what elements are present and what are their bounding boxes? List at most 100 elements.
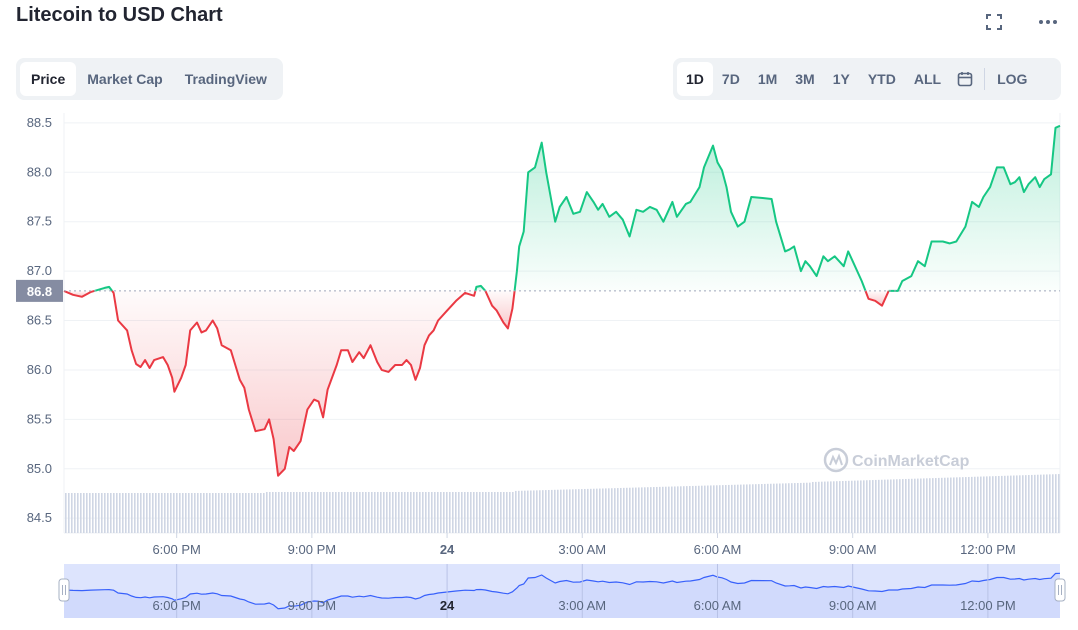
range-1y[interactable]: 1Y (832, 71, 850, 87)
volume-bar (959, 477, 961, 533)
y-tick-label: 87.5 (27, 214, 52, 229)
volume-bar (464, 492, 466, 533)
volume-bar (170, 493, 172, 533)
volume-bar (368, 492, 370, 533)
volume-bar (932, 478, 934, 533)
volume-bar (995, 476, 997, 533)
volume-bar (428, 492, 430, 533)
volume-bar (980, 476, 982, 533)
volume-bar (809, 482, 811, 533)
volume-bar (1004, 475, 1006, 533)
calendar-icon[interactable] (950, 62, 980, 96)
range-1d[interactable]: 1D (677, 62, 713, 96)
volume-bar (587, 488, 589, 533)
volume-bar (926, 478, 928, 533)
volume-bar (578, 489, 580, 533)
volume-bar (695, 485, 697, 533)
area-above-reference (888, 125, 1060, 291)
volume-bar (722, 485, 724, 533)
volume-bar (935, 478, 937, 533)
tab-price[interactable]: Price (20, 62, 77, 96)
volume-bar (968, 476, 970, 533)
volume-bar (797, 482, 799, 533)
volume-bar (899, 479, 901, 533)
volume-bar (719, 485, 721, 533)
volume-bar (209, 493, 211, 533)
volume-bar (986, 476, 988, 533)
volume-bar (590, 488, 592, 533)
volume-bar (143, 493, 145, 533)
volume-bar (626, 487, 628, 533)
volume-bar (278, 492, 280, 533)
volume-bar (554, 489, 556, 533)
range-ytd[interactable]: YTD (867, 71, 896, 87)
volume-bar (779, 483, 781, 533)
volume-bar (344, 492, 346, 533)
watermark-text: CoinMarketCap (852, 453, 970, 470)
divider (984, 68, 986, 90)
volume-bar (1046, 474, 1048, 533)
volume-bar (155, 493, 157, 533)
range-7d[interactable]: 7D (721, 71, 740, 87)
range-3m[interactable]: 3M (795, 71, 815, 87)
volume-bar (716, 485, 718, 533)
navigator-x-label: 6:00 AM (694, 598, 742, 613)
volume-bar (266, 492, 268, 533)
range-all[interactable]: ALL (913, 71, 942, 87)
volume-bar (842, 481, 844, 533)
volume-bar (167, 493, 169, 533)
volume-bar (1055, 474, 1057, 533)
volume-bar (908, 478, 910, 533)
volume-bar (206, 493, 208, 533)
navigator-line (63, 572, 1061, 610)
price-line-down (111, 290, 477, 477)
volume-bar (929, 478, 931, 533)
tab-market-cap[interactable]: Market Cap (87, 71, 163, 87)
volume-bar (815, 481, 817, 533)
tab-tradingview[interactable]: TradingView (184, 71, 267, 87)
x-tick-label: 6:00 PM (152, 542, 200, 557)
volume-bar (680, 486, 682, 533)
range-1m[interactable]: 1M (757, 71, 778, 87)
volume-bar (392, 492, 394, 533)
volume-bar (452, 492, 454, 533)
volume-bar (332, 492, 334, 533)
volume-bar (215, 493, 217, 533)
volume-bar (116, 493, 118, 533)
navigator-handle-right[interactable] (1054, 578, 1066, 602)
volume-bar (203, 493, 205, 533)
volume-bar (890, 479, 892, 533)
volume-bar (359, 492, 361, 533)
fullscreen-icon[interactable] (984, 12, 1004, 32)
volume-bar (80, 493, 82, 533)
volume-bar (827, 481, 829, 533)
price-line (63, 124, 1061, 477)
volume-bar (386, 492, 388, 533)
price-line-up (513, 141, 867, 292)
volume-bar (188, 493, 190, 533)
volume-bar (638, 487, 640, 533)
volume-bar (845, 480, 847, 533)
volume-bar (521, 490, 523, 533)
volume-bar (530, 490, 532, 533)
volume-bar (65, 493, 67, 533)
volume-bar (755, 484, 757, 533)
volume-bar (533, 490, 535, 533)
navigator-handle-left[interactable] (58, 578, 70, 602)
volume-bar (299, 492, 301, 533)
x-tick-label: 6:00 AM (694, 542, 742, 557)
volume-bar (257, 493, 259, 533)
volume-bar (233, 493, 235, 533)
volume-bars (65, 474, 1060, 533)
log-toggle[interactable]: LOG (997, 71, 1028, 87)
range-navigator[interactable]: 6:00 PM 9:00 PM 24 3:00 AM 6:00 AM 9:00 AM 12:… (58, 564, 1066, 618)
volume-bar (290, 492, 292, 533)
more-icon[interactable] (1038, 12, 1058, 32)
volume-bar (686, 486, 688, 533)
volume-bar (611, 488, 613, 533)
volume-bar (791, 483, 793, 533)
volume-bar (977, 476, 979, 533)
volume-bar (983, 476, 985, 533)
volume-bar (326, 492, 328, 533)
